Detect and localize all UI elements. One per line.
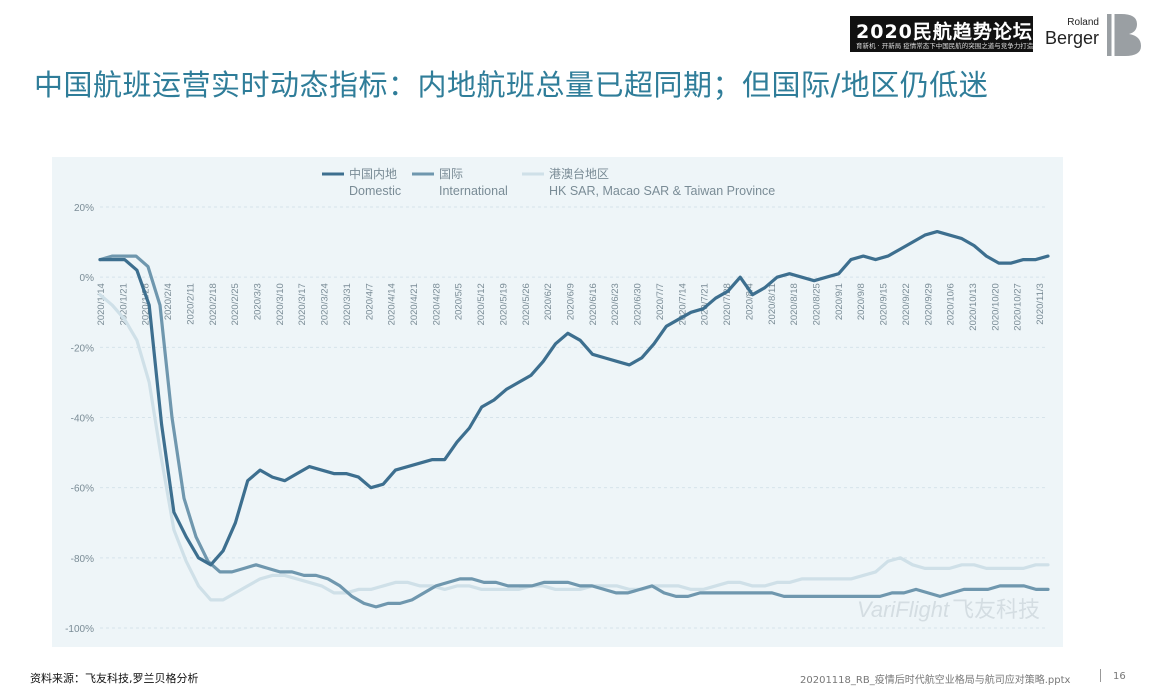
file-name: 20201118_RB_疫情后时代航空业格局与航司应对策略.pptx	[800, 675, 1071, 686]
roland-berger-logo-icon	[1107, 14, 1141, 56]
series-line-1	[98, 254, 1050, 609]
x-tick-label: 2020/8/4	[744, 283, 755, 320]
x-tick-label: 2020/3/17	[297, 283, 308, 325]
x-tick-label: 2020/1/21	[118, 283, 129, 325]
x-tick-label: 2020/6/23	[610, 283, 621, 325]
watermark-en: VariFlight	[857, 597, 950, 622]
forum-banner: 2020民航趋势论坛 育新机 · 开新局 疫情常态下中国民航的突围之道与竞争力打…	[850, 16, 1033, 52]
x-tick-label: 2020/9/29	[923, 283, 934, 325]
x-tick-label: 2020/4/21	[409, 283, 420, 325]
legend-label: 港澳台地区	[549, 166, 609, 181]
variflight-watermark: VariFlight 飞友科技	[857, 597, 1040, 623]
x-tick-label: 2020/8/18	[789, 283, 800, 325]
y-tick-label: 20%	[74, 203, 94, 214]
banner-sub-text: 育新机 · 开新局 疫情常态下中国民航的突围之道与竞争力打造	[856, 42, 1034, 50]
x-tick-label: 2020/10/20	[990, 283, 1001, 331]
logo-berger-text: Berger	[1044, 28, 1099, 48]
x-tick-label: 2020/4/14	[387, 283, 398, 325]
x-tick-label: 2020/6/16	[588, 283, 599, 325]
x-tick-label: 2020/7/14	[677, 283, 688, 325]
x-tick-label: 2020/2/18	[208, 283, 219, 325]
x-tick-label: 2020/11/3	[1035, 283, 1046, 325]
x-tick-label: 2020/5/19	[498, 283, 509, 325]
series-lines	[98, 229, 1050, 609]
y-tick-label: -80%	[71, 554, 94, 565]
series-line-2	[98, 293, 1050, 602]
chart-panel: 20% 0% -20% -40% -60% -80% -100% 2020/1/14 2020…	[52, 157, 1063, 647]
legend-label-en: International	[439, 184, 508, 198]
x-tick-label: 2020/3/3	[253, 283, 264, 320]
x-tick-label: 2020/10/27	[1013, 283, 1024, 331]
y-tick-label: -20%	[71, 343, 94, 354]
y-tick-label: -40%	[71, 414, 94, 425]
footer-divider	[1100, 669, 1101, 682]
x-tick-label: 2020/8/11	[767, 283, 778, 325]
x-tick-label: 2020/1/28	[141, 283, 152, 325]
x-tick-label: 2020/5/5	[454, 283, 465, 320]
x-tick-label: 2020/9/22	[901, 283, 912, 325]
x-tick-label: 2020/8/25	[811, 283, 822, 325]
series-line-0	[98, 229, 1050, 567]
legend-label-en: HK SAR, Macao SAR & Taiwan Province	[549, 184, 775, 198]
slide-title: 中国航班运营实时动态指标：内地航班总量已超同期；但国际/地区仍低迷	[34, 68, 989, 102]
grid-lines	[100, 206, 1048, 629]
roland-berger-wordmark: Roland Berger	[1043, 17, 1099, 48]
chart-legend: 中国内地 Domestic 国际 International 港澳台地区 HK SAR, …	[322, 166, 775, 198]
x-tick-label: 2020/5/26	[521, 283, 532, 325]
legend-label: 中国内地	[349, 166, 397, 181]
y-tick-label: -100%	[65, 624, 94, 635]
legend-label-en: Domestic	[349, 184, 401, 198]
x-axis-ticks: 2020/1/14 2020/1/21 2020/1/28 2020/2/4 2020/…	[96, 283, 1046, 331]
x-tick-label: 2020/7/21	[700, 283, 711, 325]
x-tick-label: 2020/2/4	[163, 283, 174, 320]
x-tick-label: 2020/7/7	[655, 283, 666, 320]
watermark-cn: 飞友科技	[952, 598, 1040, 623]
x-tick-label: 2020/5/12	[476, 283, 487, 325]
legend-label: 国际	[439, 167, 463, 181]
x-tick-label: 2020/4/28	[431, 283, 442, 325]
x-tick-label: 2020/9/15	[879, 283, 890, 325]
x-tick-label: 2020/1/14	[96, 283, 107, 325]
x-tick-label: 2020/6/30	[633, 283, 644, 325]
x-tick-label: 2020/2/25	[230, 283, 241, 325]
x-tick-label: 2020/7/28	[722, 283, 733, 325]
x-tick-label: 2020/10/13	[968, 283, 979, 331]
x-tick-label: 2020/6/9	[566, 283, 577, 320]
x-tick-label: 2020/9/8	[856, 283, 867, 320]
x-tick-label: 2020/3/24	[320, 283, 331, 325]
x-tick-label: 2020/3/10	[275, 283, 286, 325]
page-number: 16	[1113, 671, 1126, 682]
y-axis-ticks: 20% 0% -20% -40% -60% -80% -100%	[65, 203, 94, 635]
flight-volume-line-chart: 20%0%-20%-40%-60%-80%-100% 2020/1/14 2020…	[65, 166, 1050, 635]
x-tick-label: 2020/4/7	[364, 283, 375, 320]
logo-roland-text: Roland	[1067, 17, 1099, 28]
x-tick-label: 2020/9/1	[834, 283, 845, 320]
source-note: 资料来源：飞友科技,罗兰贝格分析	[30, 672, 199, 685]
x-tick-label: 2020/10/6	[946, 283, 957, 325]
x-tick-label: 2020/2/11	[185, 283, 196, 325]
y-tick-label: 0%	[80, 273, 95, 284]
x-tick-label: 2020/6/2	[543, 283, 554, 320]
y-tick-label: -60%	[71, 484, 94, 495]
banner-main-text: 2020民航趋势论坛	[856, 21, 1033, 43]
x-tick-label: 2020/3/31	[342, 283, 353, 325]
